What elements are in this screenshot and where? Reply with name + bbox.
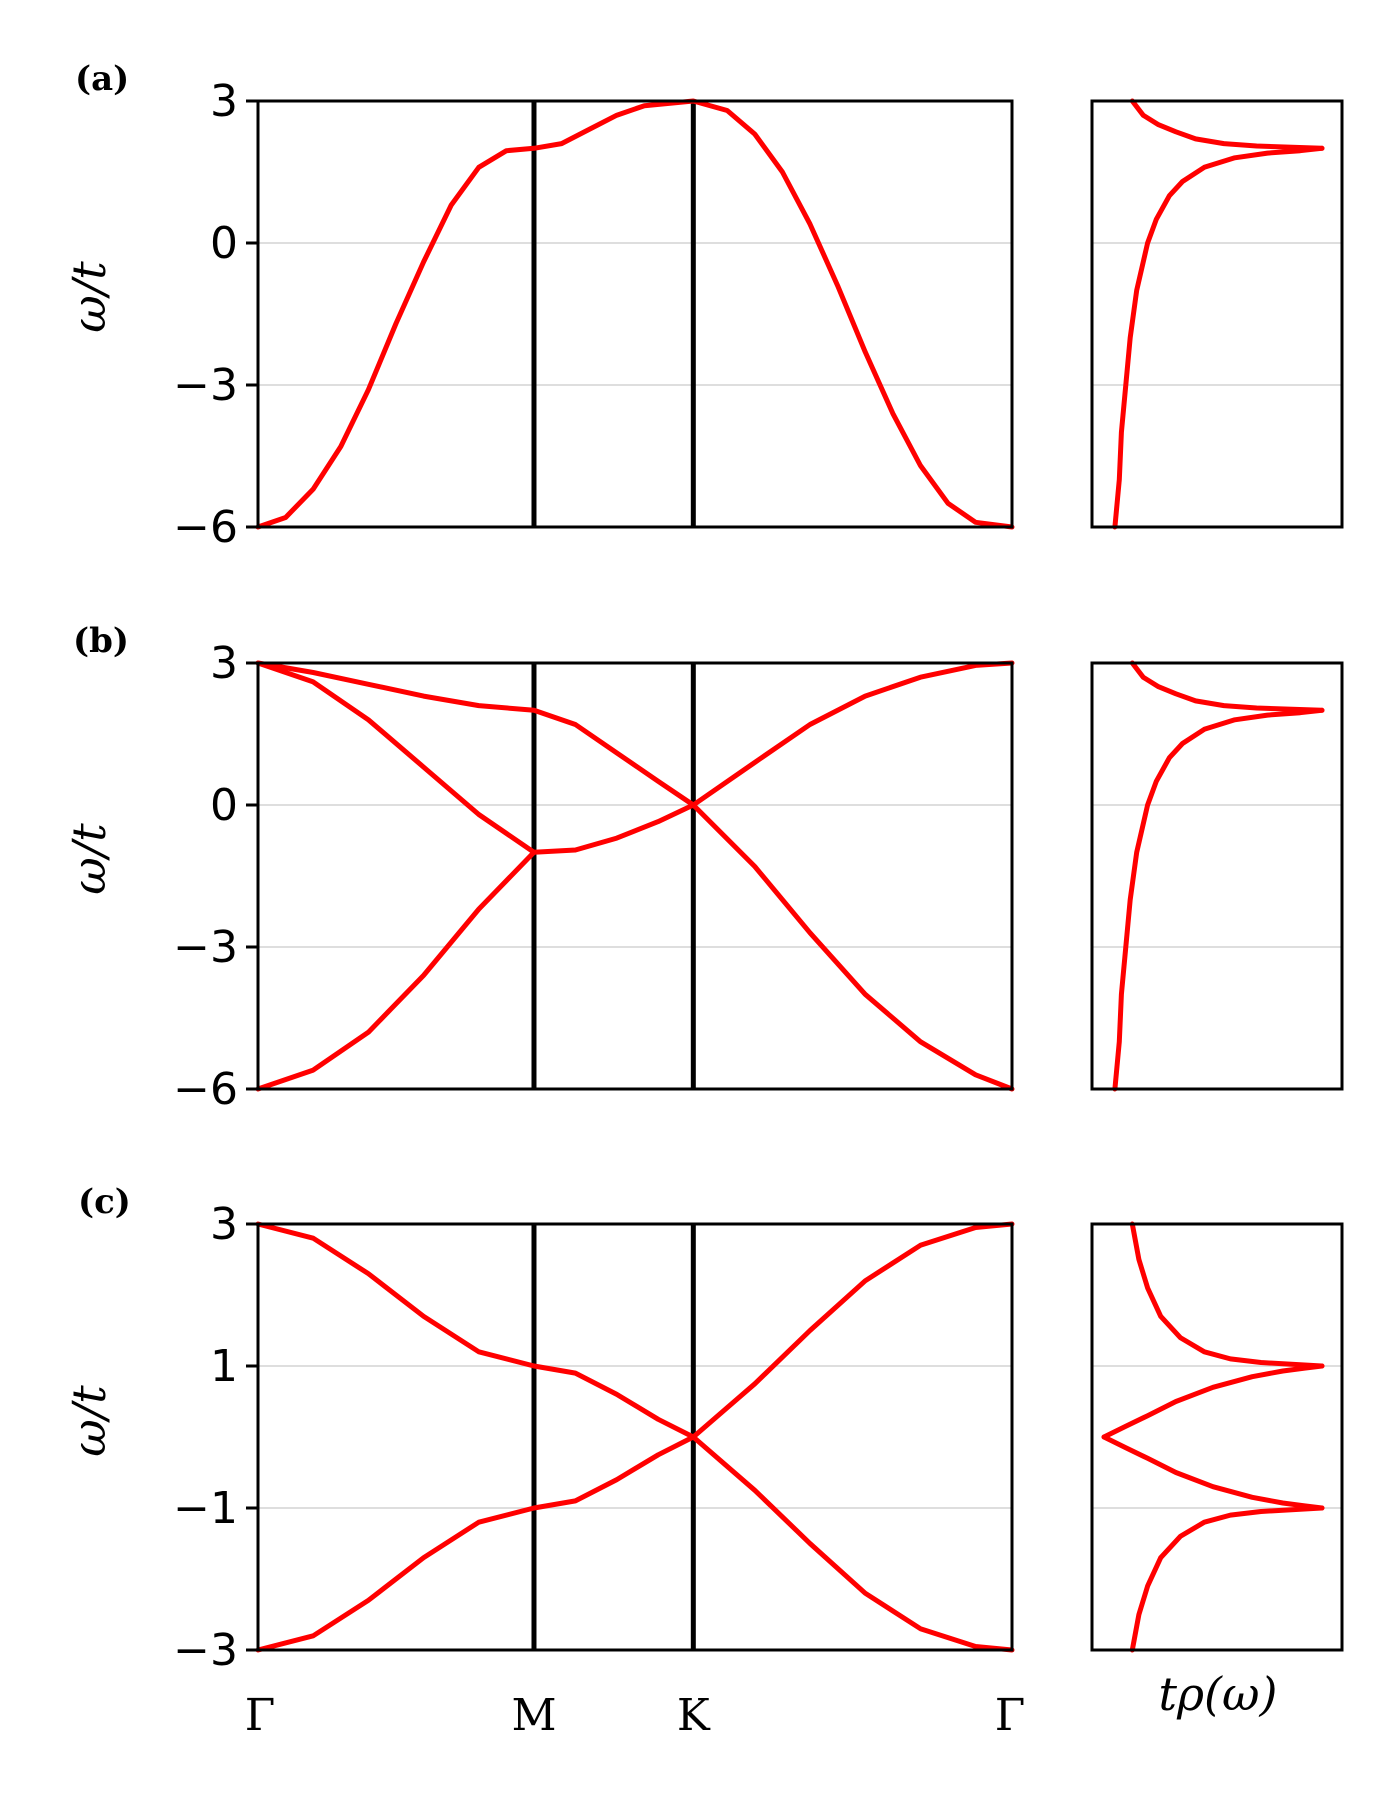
band-plot-b: 3 0 −3 −6: [173, 638, 1015, 1115]
dos-frame-c: [1090, 1222, 1344, 1652]
band-curve-c-1: [255, 1434, 1015, 1653]
band-frame-c: [256, 1222, 1014, 1652]
panel-a: (a) ω/t 3 0 −3 −6: [62, 59, 1344, 553]
band-curve-b-2: [255, 849, 537, 1092]
dos-curve-a-1: [1129, 98, 1325, 151]
band-curve-a-0: [255, 98, 1015, 530]
panel-b: (b) ω/t 3 0 −3 −6: [62, 621, 1344, 1115]
panel-label-b: (b): [73, 621, 129, 661]
dos-curve-c-2: [1101, 1434, 1325, 1511]
dos-frame-a: [1090, 99, 1344, 529]
dos-plot-b: [1090, 660, 1344, 1092]
kpoint-label-1: M: [511, 1690, 556, 1741]
ytick-label-c-1: 1: [210, 1341, 238, 1392]
band-frame-b: [256, 661, 1014, 1091]
dos-curve-c-3: [1129, 1505, 1325, 1653]
ytick-label-b-0: 3: [210, 638, 238, 689]
dos-curve-b-1: [1129, 660, 1325, 713]
ytick-label-a-0: 3: [210, 76, 238, 127]
ytick-label-c-0: 3: [210, 1199, 238, 1250]
band-plot-c: 3 1 −1 −3: [173, 1199, 1015, 1676]
dos-xlabel: tρ(ω): [1159, 1667, 1278, 1721]
band-plot-a: 3 0 −3 −6: [173, 76, 1015, 553]
ylabel-a: ω/t: [62, 261, 116, 333]
kpoint-label-0: Γ: [245, 1690, 276, 1741]
ylabel-b: ω/t: [62, 823, 116, 895]
band-curve-b-0: [255, 660, 1015, 808]
panel-label-a: (a): [75, 59, 129, 99]
dos-curve-a-0: [1112, 145, 1325, 530]
ytick-label-a-3: −6: [173, 502, 238, 553]
band-frame-a: [256, 99, 1014, 529]
ytick-label-a-1: 0: [210, 218, 238, 269]
dos-curve-b-0: [1112, 707, 1325, 1092]
dos-plot-a: [1090, 98, 1344, 530]
band-curve-c-0: [255, 1221, 1015, 1440]
ytick-label-c-3: −3: [173, 1625, 238, 1676]
ytick-label-a-2: −3: [173, 360, 238, 411]
ylabel-c: ω/t: [62, 1385, 116, 1457]
dos-plot-c: [1090, 1221, 1344, 1653]
kpoint-label-3: Γ: [995, 1690, 1026, 1741]
panel-c: (c) ω/t 3 1 −1 −3 Γ M K Γ tρ(ω): [62, 1182, 1344, 1741]
dos-frame-b: [1090, 661, 1344, 1091]
dos-curve-c-1: [1129, 1221, 1325, 1369]
band-curve-b-1: [255, 660, 1015, 1092]
ytick-label-b-1: 0: [210, 780, 238, 831]
panel-label-c: (c): [78, 1182, 131, 1222]
ytick-label-b-2: −3: [173, 922, 238, 973]
kpoint-label-2: K: [677, 1690, 711, 1741]
dos-curve-c-0: [1101, 1363, 1325, 1440]
ytick-label-c-2: −1: [173, 1483, 238, 1534]
ytick-label-b-3: −6: [173, 1064, 238, 1115]
